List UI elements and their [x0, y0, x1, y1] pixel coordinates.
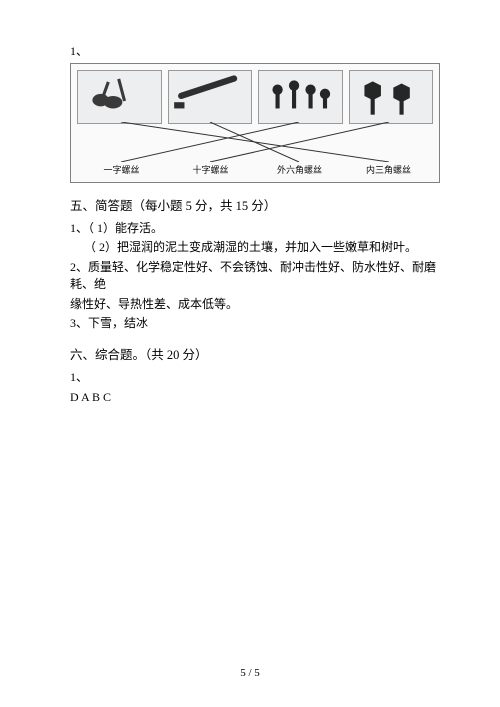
section-6-title: 六、综合题。（共 20 分）	[70, 344, 440, 363]
s5-a1-head: 1、（ 1）能存活。	[70, 220, 440, 237]
photo-labels: 一字螺丝 十字螺丝 外六角螺丝 内三角螺丝	[77, 163, 433, 176]
photo-slot	[349, 70, 434, 124]
photo-1-icon	[78, 71, 161, 123]
matching-figure: 一字螺丝 十字螺丝 外六角螺丝 内三角螺丝	[70, 63, 440, 183]
photo-label: 一字螺丝	[77, 163, 166, 176]
page: 1、	[0, 0, 500, 707]
photo-label: 外六角螺丝	[255, 163, 344, 176]
s5-a3: 3、下雪，结冰	[70, 315, 440, 332]
matching-lines	[77, 122, 433, 162]
photo-slot	[77, 70, 162, 124]
photo-2-icon	[169, 71, 252, 123]
photo-label: 十字螺丝	[166, 163, 255, 176]
s5-a1-body: （ 2）把湿润的泥土变成潮湿的土壤，并加入一些嫩草和树叶。	[70, 239, 440, 256]
section-5-title: 五、简答题（每小题 5 分，共 15 分）	[70, 195, 440, 214]
photo-4-icon	[350, 71, 433, 123]
photo-slot	[168, 70, 253, 124]
photo-label: 内三角螺丝	[344, 163, 433, 176]
s6-answers: D A B C	[70, 389, 440, 406]
q1-label: 1、	[70, 42, 440, 59]
photo-slot	[258, 70, 343, 124]
photo-row	[77, 70, 433, 124]
page-number: 5 / 5	[0, 667, 500, 679]
s5-a2-line2: 缘性好、导热性差、成本低等。	[70, 296, 440, 313]
s5-a2-line1: 2、质量轻、化学稳定性好、不会锈蚀、耐冲击性好、防水性好、耐磨耗、绝	[70, 259, 440, 294]
s6-q1: 1、	[70, 369, 440, 386]
photo-3-icon	[259, 71, 342, 123]
